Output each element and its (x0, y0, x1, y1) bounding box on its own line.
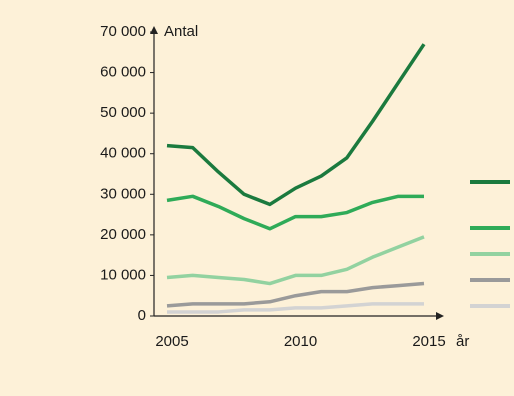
series-line (166, 281, 425, 308)
series-line (166, 194, 424, 231)
y-axis-label: Antal (164, 23, 198, 40)
x-axis-label: år (456, 333, 469, 350)
y-tick-label: 50 000 (100, 104, 146, 121)
series-line (166, 43, 426, 207)
x-axis-arrow (436, 312, 444, 320)
y-tick-label: 70 000 (100, 23, 146, 40)
y-tick-label: 10 000 (100, 266, 146, 283)
y-tick-label: 30 000 (100, 185, 146, 202)
series-line (167, 302, 424, 314)
x-tick-label: 2005 (155, 333, 188, 350)
y-tick-label: 0 (138, 307, 146, 324)
series-line (166, 235, 425, 286)
y-tick-label: 20 000 (100, 226, 146, 243)
y-tick-label: 60 000 (100, 64, 146, 81)
y-tick-label: 40 000 (100, 145, 146, 162)
x-tick-label: 2015 (412, 333, 445, 350)
x-tick-label: 2010 (284, 333, 317, 350)
